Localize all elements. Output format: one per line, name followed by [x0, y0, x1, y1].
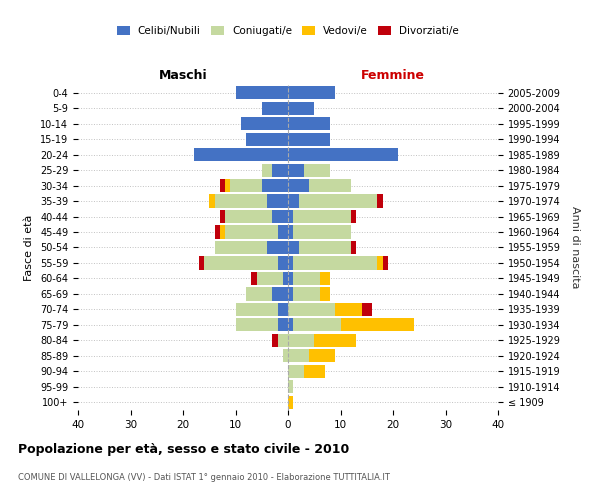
Bar: [288, 350, 309, 362]
Bar: [288, 164, 304, 176]
Bar: [272, 288, 288, 300]
Bar: [277, 226, 288, 238]
Bar: [293, 272, 320, 285]
Bar: [235, 303, 277, 316]
Bar: [341, 318, 414, 332]
Bar: [293, 288, 320, 300]
Bar: [288, 318, 293, 332]
Bar: [320, 288, 330, 300]
Bar: [204, 256, 277, 270]
Bar: [288, 272, 293, 285]
Bar: [299, 241, 351, 254]
Bar: [230, 179, 262, 192]
Bar: [241, 117, 288, 130]
Bar: [272, 164, 288, 176]
Y-axis label: Fasce di età: Fasce di età: [25, 214, 34, 280]
Bar: [288, 117, 330, 130]
Bar: [288, 303, 335, 316]
Bar: [283, 272, 288, 285]
Bar: [220, 179, 225, 192]
Bar: [277, 256, 288, 270]
Bar: [288, 194, 299, 207]
Bar: [288, 148, 398, 161]
Bar: [257, 272, 283, 285]
Bar: [215, 226, 220, 238]
Bar: [361, 303, 372, 316]
Text: Maschi: Maschi: [158, 69, 208, 82]
Bar: [288, 86, 335, 100]
Bar: [293, 210, 351, 223]
Bar: [225, 210, 272, 223]
Bar: [251, 272, 257, 285]
Bar: [288, 226, 293, 238]
Bar: [383, 256, 388, 270]
Bar: [246, 132, 288, 145]
Bar: [293, 318, 341, 332]
Bar: [304, 364, 325, 378]
Bar: [288, 334, 314, 347]
Bar: [288, 179, 309, 192]
Bar: [288, 256, 293, 270]
Bar: [320, 272, 330, 285]
Bar: [277, 303, 288, 316]
Bar: [262, 179, 288, 192]
Bar: [288, 210, 293, 223]
Bar: [288, 380, 293, 394]
Bar: [235, 86, 288, 100]
Y-axis label: Anni di nascita: Anni di nascita: [570, 206, 580, 288]
Bar: [351, 241, 356, 254]
Text: Popolazione per età, sesso e stato civile - 2010: Popolazione per età, sesso e stato civil…: [18, 442, 349, 456]
Bar: [377, 256, 383, 270]
Bar: [199, 256, 204, 270]
Bar: [246, 288, 272, 300]
Bar: [335, 303, 361, 316]
Bar: [215, 241, 267, 254]
Bar: [288, 396, 293, 409]
Bar: [299, 194, 377, 207]
Bar: [272, 334, 277, 347]
Bar: [304, 164, 330, 176]
Bar: [215, 194, 267, 207]
Bar: [288, 132, 330, 145]
Bar: [272, 210, 288, 223]
Bar: [293, 226, 351, 238]
Bar: [288, 288, 293, 300]
Bar: [288, 364, 304, 378]
Bar: [220, 210, 225, 223]
Bar: [262, 102, 288, 115]
Bar: [267, 194, 288, 207]
Text: Femmine: Femmine: [361, 69, 425, 82]
Bar: [235, 318, 277, 332]
Bar: [277, 334, 288, 347]
Bar: [225, 226, 277, 238]
Bar: [193, 148, 288, 161]
Text: COMUNE DI VALLELONGA (VV) - Dati ISTAT 1° gennaio 2010 - Elaborazione TUTTITALIA: COMUNE DI VALLELONGA (VV) - Dati ISTAT 1…: [18, 472, 390, 482]
Bar: [309, 179, 351, 192]
Bar: [309, 350, 335, 362]
Legend: Celibi/Nubili, Coniugati/e, Vedovi/e, Divorziati/e: Celibi/Nubili, Coniugati/e, Vedovi/e, Di…: [113, 22, 463, 40]
Bar: [262, 164, 272, 176]
Bar: [293, 256, 377, 270]
Bar: [288, 102, 314, 115]
Bar: [377, 194, 383, 207]
Bar: [283, 350, 288, 362]
Bar: [209, 194, 215, 207]
Bar: [351, 210, 356, 223]
Bar: [220, 226, 225, 238]
Bar: [267, 241, 288, 254]
Bar: [277, 318, 288, 332]
Bar: [288, 241, 299, 254]
Bar: [314, 334, 356, 347]
Bar: [225, 179, 230, 192]
